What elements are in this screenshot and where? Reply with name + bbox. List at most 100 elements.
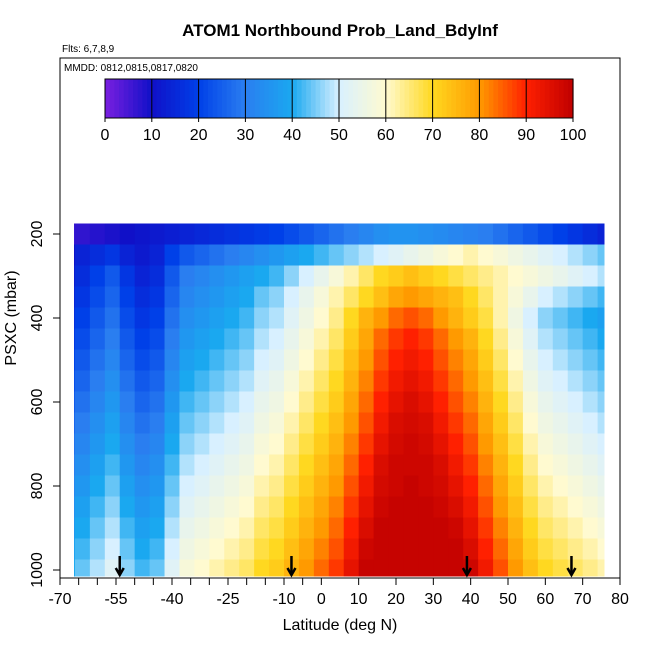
colorbar-segment [151, 79, 158, 118]
heatmap-cell [567, 391, 584, 413]
heatmap-cell [74, 328, 76, 350]
heatmap-cell [239, 538, 255, 560]
dates-label: MMDD: 0812,0815,0817,0820 [64, 63, 198, 74]
heatmap-cell [597, 391, 605, 413]
heatmap-cell [463, 391, 479, 413]
heatmap-cell [403, 265, 419, 287]
colorbar-segment [521, 79, 527, 118]
heatmap-cell [448, 286, 464, 308]
heatmap-cell [358, 412, 375, 434]
heatmap-cell [254, 244, 270, 266]
colorbar-segment [273, 79, 279, 118]
colorbar-tick-label: 30 [237, 127, 255, 144]
heatmap-cell [522, 433, 539, 455]
colorbar-segment [432, 79, 438, 118]
heatmap-cell [194, 517, 210, 539]
heatmap-cell [418, 517, 434, 539]
colorbar-segment [390, 79, 396, 118]
heatmap-cell [582, 265, 599, 287]
heatmap-cell [74, 412, 91, 434]
heatmap-cell [418, 412, 434, 434]
heatmap-cell [552, 391, 569, 413]
colorbar-segment [399, 79, 406, 118]
heatmap-cell [403, 433, 419, 455]
heatmap-cell [388, 517, 404, 539]
heatmap-cell [552, 538, 569, 560]
heatmap-cell [149, 286, 166, 308]
heatmap-cell [239, 559, 255, 577]
colorbar-tick-label: 90 [517, 127, 535, 144]
heatmap-cell [433, 223, 449, 245]
heatmap-cell [597, 517, 605, 539]
heatmap-cell [418, 496, 434, 518]
heatmap-cell [537, 286, 554, 308]
colorbar-tick-label: 80 [471, 127, 489, 144]
heatmap-cell [448, 370, 464, 392]
heatmap-cell [567, 412, 584, 434]
colorbar-segment [395, 79, 401, 118]
heatmap-cell [254, 391, 270, 413]
heatmap-cell [478, 391, 494, 413]
x-tick-label: 80 [611, 591, 629, 608]
heatmap-cell [164, 475, 180, 497]
heatmap-cell [418, 286, 434, 308]
heatmap-cell [388, 391, 404, 413]
heatmap-cell [433, 475, 449, 497]
heatmap-cell [582, 349, 599, 371]
heatmap-cell [254, 223, 270, 245]
heatmap-cell [478, 223, 494, 245]
colorbar-segment [287, 79, 293, 118]
heatmap-cell [508, 433, 524, 455]
colorbar-segment [530, 79, 537, 118]
colorbar-segment [217, 79, 223, 118]
heatmap-cell [597, 538, 605, 560]
heatmap-cell [74, 391, 91, 413]
heatmap-cell [373, 370, 390, 392]
heatmap-cell [582, 538, 599, 560]
colorbar-segment [427, 79, 434, 118]
heatmap-cell [313, 265, 330, 287]
heatmap-cell [179, 517, 195, 539]
heatmap-cell [597, 475, 605, 497]
heatmap-cell [134, 307, 151, 329]
heatmap-cell [104, 307, 121, 329]
heatmap-cell [522, 538, 539, 560]
heatmap-cell [358, 538, 375, 560]
heatmap-cell [478, 538, 494, 560]
heatmap-cell [343, 307, 360, 329]
heatmap-cell [343, 412, 360, 434]
heatmap-cell [224, 286, 240, 308]
latitude-arrow [566, 556, 577, 578]
heatmap-cell [358, 433, 375, 455]
heatmap-cell [74, 223, 91, 245]
heatmap-cell [149, 454, 166, 476]
heatmap-cell [179, 475, 195, 497]
x-tick-label: 50 [499, 591, 517, 608]
heatmap-cell [403, 244, 419, 266]
heatmap-cell [164, 370, 180, 392]
heatmap-cell [179, 433, 195, 455]
heatmap-cell [493, 244, 509, 266]
heatmap-cell [373, 475, 390, 497]
heatmap-cell [298, 307, 315, 329]
heatmap-cell [448, 349, 464, 371]
heatmap-cell [597, 412, 605, 434]
heatmap-cell [119, 244, 136, 266]
heatmap-cell [179, 538, 195, 560]
heatmap-cell [149, 538, 166, 560]
heatmap-cell [134, 475, 151, 497]
heatmap-cell [298, 559, 315, 577]
heatmap-cell [403, 391, 419, 413]
heatmap-cell [313, 433, 330, 455]
heatmap-cell [493, 412, 509, 434]
heatmap-cell [403, 370, 419, 392]
colorbar-segment [236, 79, 242, 118]
heatmap-cell [74, 538, 91, 560]
heatmap-cell [134, 244, 151, 266]
heatmap-cell [74, 517, 76, 539]
heatmap-cell [537, 244, 554, 266]
colorbar-segment [362, 79, 368, 118]
colorbar-segment [558, 79, 565, 118]
heatmap-cell [463, 412, 479, 434]
heatmap-cell [149, 265, 166, 287]
